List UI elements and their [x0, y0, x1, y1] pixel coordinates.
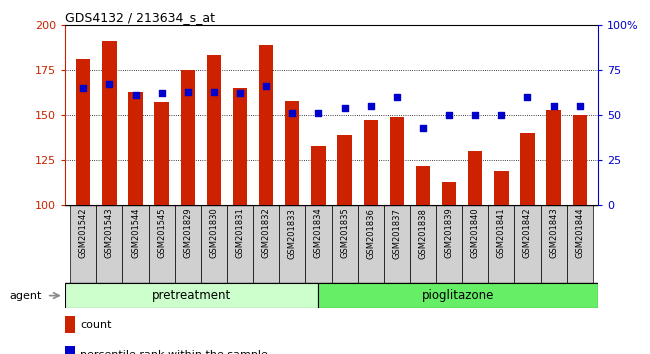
Point: [261, 83, 272, 89]
Bar: [436, 205, 462, 283]
Bar: [332, 205, 358, 283]
Text: pretreatment: pretreatment: [152, 289, 231, 302]
Bar: [207, 56, 221, 205]
Point: [496, 112, 506, 118]
Bar: [102, 41, 116, 205]
Point: [287, 110, 298, 116]
Bar: [149, 205, 175, 283]
Bar: [514, 205, 541, 283]
Text: GSM201833: GSM201833: [288, 208, 297, 258]
Point: [444, 112, 454, 118]
Bar: [96, 205, 122, 283]
Bar: [253, 205, 280, 283]
Bar: [311, 146, 326, 205]
Bar: [363, 120, 378, 205]
Bar: [76, 59, 90, 205]
Point: [313, 110, 324, 116]
Bar: [155, 102, 169, 205]
Bar: [65, 316, 75, 333]
Bar: [337, 135, 352, 205]
Text: GSM201830: GSM201830: [209, 208, 218, 258]
Point: [418, 125, 428, 131]
Text: GSM201836: GSM201836: [366, 208, 375, 258]
Bar: [573, 115, 587, 205]
Bar: [233, 88, 247, 205]
Text: GSM201832: GSM201832: [262, 208, 270, 258]
Text: GSM201839: GSM201839: [445, 208, 454, 258]
Text: percentile rank within the sample: percentile rank within the sample: [80, 350, 268, 354]
Bar: [567, 205, 593, 283]
Bar: [547, 110, 561, 205]
Point: [209, 89, 219, 95]
Bar: [65, 283, 318, 308]
Bar: [468, 151, 482, 205]
Point: [104, 81, 114, 87]
Bar: [285, 101, 300, 205]
Bar: [122, 205, 149, 283]
Text: GSM201544: GSM201544: [131, 208, 140, 258]
Text: GSM201840: GSM201840: [471, 208, 480, 258]
Text: GSM201841: GSM201841: [497, 208, 506, 258]
Text: pioglitazone: pioglitazone: [422, 289, 494, 302]
Bar: [494, 171, 508, 205]
Point: [157, 91, 167, 96]
Text: GSM201844: GSM201844: [575, 208, 584, 258]
Bar: [358, 205, 384, 283]
Bar: [259, 45, 274, 205]
Text: GSM201842: GSM201842: [523, 208, 532, 258]
Text: GSM201835: GSM201835: [340, 208, 349, 258]
Text: GSM201831: GSM201831: [235, 208, 244, 258]
Bar: [488, 205, 514, 283]
Text: GSM201843: GSM201843: [549, 208, 558, 258]
Bar: [201, 205, 227, 283]
Bar: [318, 283, 598, 308]
Bar: [70, 205, 96, 283]
Point: [183, 89, 193, 95]
Point: [549, 103, 559, 109]
Point: [365, 103, 376, 109]
Point: [339, 105, 350, 111]
Text: GSM201838: GSM201838: [419, 208, 428, 258]
Point: [78, 85, 88, 91]
Point: [470, 112, 480, 118]
Point: [391, 94, 402, 100]
Bar: [442, 182, 456, 205]
Bar: [181, 70, 195, 205]
Bar: [227, 205, 253, 283]
Bar: [384, 205, 410, 283]
Bar: [65, 346, 75, 354]
Bar: [389, 117, 404, 205]
Bar: [416, 166, 430, 205]
Text: GSM201834: GSM201834: [314, 208, 323, 258]
Bar: [410, 205, 436, 283]
Point: [235, 91, 245, 96]
Text: GSM201837: GSM201837: [393, 208, 401, 258]
Point: [522, 94, 532, 100]
Bar: [520, 133, 535, 205]
Text: agent: agent: [10, 291, 42, 301]
Text: count: count: [80, 320, 111, 330]
Bar: [462, 205, 488, 283]
Text: GSM201545: GSM201545: [157, 208, 166, 258]
Text: GSM201829: GSM201829: [183, 208, 192, 258]
Point: [131, 92, 141, 98]
Text: GDS4132 / 213634_s_at: GDS4132 / 213634_s_at: [65, 11, 215, 24]
Bar: [306, 205, 332, 283]
Point: [575, 103, 585, 109]
Bar: [128, 92, 143, 205]
Bar: [175, 205, 201, 283]
Text: GSM201543: GSM201543: [105, 208, 114, 258]
Text: GSM201542: GSM201542: [79, 208, 88, 258]
Bar: [541, 205, 567, 283]
Bar: [280, 205, 306, 283]
